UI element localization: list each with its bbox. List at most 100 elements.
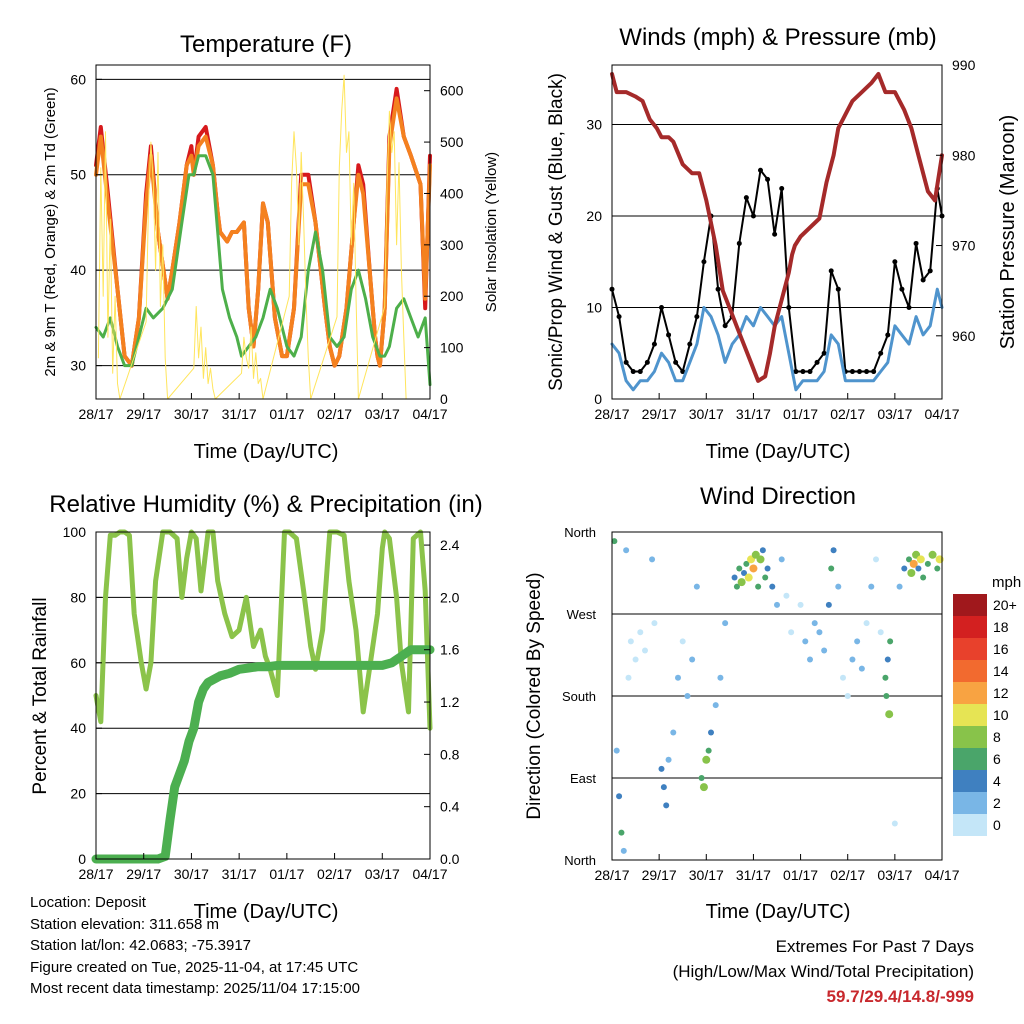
- winds-series-wind-speed: [610, 287, 944, 392]
- humidity-ytick-label: 100: [63, 524, 87, 540]
- direction-point: [764, 565, 771, 572]
- winds-left-ticks: 0 10 20 30: [586, 116, 618, 407]
- winds-xtick-label: 01/17: [783, 406, 818, 422]
- winds-gust-point: [835, 286, 841, 292]
- direction-point: [928, 550, 937, 559]
- winds-series-wind-gust: [611, 169, 943, 373]
- humidity-ytick-label: 80: [70, 589, 86, 605]
- winds-gust-point: [616, 314, 622, 320]
- winds-gust-point: [694, 314, 700, 320]
- colorbar-level-label: 10: [993, 707, 1009, 723]
- direction-xtick-label: 28/17: [594, 867, 629, 883]
- direction-ylabel: Direction (Colored By Speed): [524, 572, 545, 819]
- direction-point: [708, 729, 714, 736]
- direction-point: [625, 674, 632, 681]
- direction-point: [620, 847, 627, 854]
- temperature-left-ticks: 30 40 50 60: [70, 71, 102, 374]
- direction-point: [731, 574, 738, 581]
- direction-xtick-label: 04/17: [924, 867, 959, 883]
- winds-gust-point: [750, 213, 756, 219]
- winds-gust-point: [906, 304, 912, 310]
- winds-ytick-label: 0: [594, 391, 602, 407]
- direction-point: [896, 583, 903, 590]
- direction-point: [816, 629, 823, 636]
- direction-point: [882, 674, 889, 681]
- temperature-ytick-right-label: 200: [440, 288, 464, 304]
- humidity-xtick-label: 03/17: [365, 866, 400, 882]
- direction-point: [679, 638, 686, 645]
- humidity-ytick-label: 40: [70, 720, 86, 736]
- colorbar-level-label: 0: [993, 817, 1001, 833]
- direction-point: [741, 570, 747, 576]
- temperature-series-9m-t: [94, 96, 432, 368]
- winds-gust-point: [680, 369, 686, 375]
- winds-gust-point: [878, 350, 884, 356]
- extremes-title: Extremes For Past 7 Days: [775, 937, 974, 956]
- direction-point: [684, 693, 691, 699]
- direction-point: [788, 629, 795, 636]
- humidity-title: Relative Humidity (%) & Precipitation (i…: [49, 491, 482, 518]
- colorbar-level-label: 2: [993, 795, 1001, 811]
- direction-point: [907, 569, 916, 577]
- winds-gust-point: [849, 369, 855, 375]
- direction-point: [733, 583, 740, 590]
- winds-gust-point: [807, 369, 813, 375]
- station-location: Location: Deposit: [30, 894, 146, 911]
- station-info: Location: Deposit Station elevation: 311…: [30, 892, 360, 1000]
- temperature-xtick-label: 30/17: [174, 406, 209, 422]
- humidity-plot: [91, 529, 435, 864]
- humidity-x-ticks: 28/17 29/17 30/17 31/17 01/17 02/17 03/17 04/17: [78, 853, 448, 882]
- direction-point: [611, 538, 618, 545]
- temperature-ytick-right-label: 100: [440, 340, 464, 356]
- direction-point: [868, 583, 875, 590]
- winds-right-ticks: 960 970 980 990: [936, 57, 976, 344]
- winds-ylabel-right: Station Pressure (Maroon): [997, 115, 1019, 350]
- colorbar-level-label: 4: [993, 773, 1001, 789]
- winds-gust-point: [666, 332, 672, 338]
- winds-ytick-label: 10: [586, 299, 602, 315]
- direction-point: [663, 802, 670, 809]
- direction-point: [811, 620, 818, 627]
- direction-left-ticks: North East South West North: [562, 525, 618, 868]
- temperature-title: Temperature (F): [180, 31, 352, 58]
- humidity-ytick-right-label: 2.4: [440, 537, 460, 553]
- recent-timestamp: Most recent data timestamp: 2025/11/04 1…: [30, 980, 360, 997]
- direction-xtick-label: 03/17: [877, 867, 912, 883]
- humidity-ytick-right-label: 2.0: [440, 589, 460, 605]
- colorbar-label: mph: [992, 574, 1021, 591]
- humidity-xtick-label: 28/17: [78, 866, 113, 882]
- direction-point: [722, 620, 729, 627]
- temperature-xlabel: Time (Day/UTC): [194, 441, 339, 463]
- humidity-ytick-right-label: 1.2: [440, 694, 460, 710]
- humidity-axes-box: [95, 531, 431, 860]
- direction-point: [906, 556, 912, 563]
- temperature-ytick-right-label: 400: [440, 185, 464, 201]
- temperature-ytick-label: 30: [70, 358, 86, 374]
- direction-title: Wind Direction: [700, 483, 856, 510]
- direction-plot: [611, 538, 944, 854]
- temperature-xtick-label: 31/17: [222, 406, 257, 422]
- direction-point: [783, 592, 790, 599]
- winds-gust-point: [623, 359, 629, 365]
- winds-gust-point: [927, 268, 933, 274]
- humidity-xlabel: Time (Day/UTC): [194, 901, 339, 923]
- humidity-xtick-label: 02/17: [317, 866, 352, 882]
- direction-point: [828, 565, 835, 572]
- winds-gust-point: [920, 277, 926, 283]
- extremes-box: Extremes For Past 7 Days (High/Low/Max W…: [673, 934, 974, 1009]
- colorbar-swatch: [953, 704, 987, 726]
- direction-point: [877, 629, 884, 636]
- colorbar-swatch: [953, 660, 987, 682]
- colorbar-swatch: [953, 594, 987, 616]
- direction-point: [887, 638, 894, 645]
- humidity-ylabel: Percent & Total Rainfall: [30, 597, 51, 794]
- humidity-series-total-rainfall: [91, 645, 435, 864]
- humidity-ytick-label: 20: [70, 786, 86, 802]
- winds-gust-point: [722, 323, 728, 329]
- direction-ytick-label: North: [564, 525, 596, 540]
- colorbar-swatch: [953, 726, 987, 748]
- colorbar-swatch: [953, 682, 987, 704]
- direction-point: [658, 765, 665, 772]
- colorbar-swatch: [953, 814, 987, 836]
- winds-gust-point: [644, 359, 650, 365]
